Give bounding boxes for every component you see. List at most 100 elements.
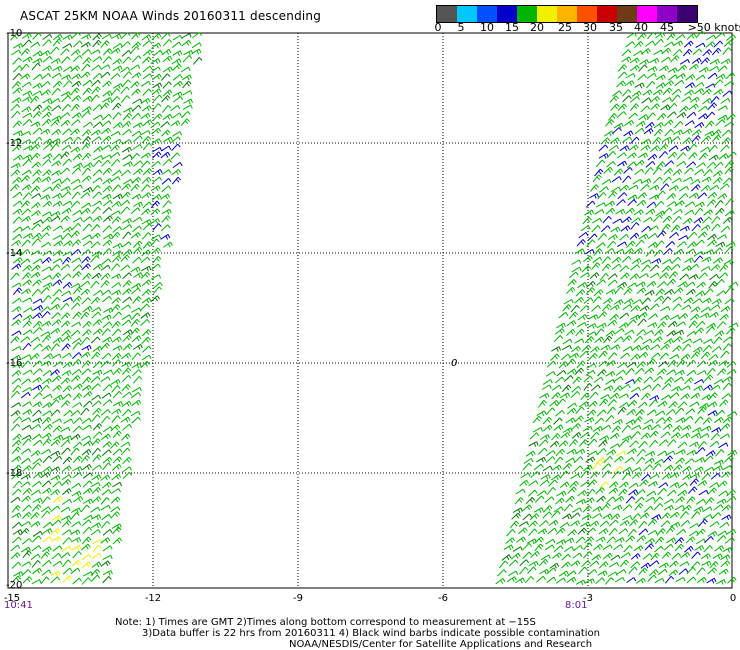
wind-barb [100,560,111,567]
wind-barb [70,146,81,153]
wind-barb [697,231,708,239]
wind-barb [120,206,131,215]
wind-barb [619,184,630,192]
wind-barb [32,50,43,57]
wind-barb [667,111,677,119]
wind-barb [42,250,53,256]
wind-barb [571,432,582,439]
wind-barb [680,520,691,527]
wind-barb [111,463,122,471]
wind-barb [72,184,83,191]
wind-barb [30,553,41,561]
wind-barb [542,465,553,472]
wind-barb [32,458,43,465]
wind-barb [579,439,589,447]
wind-barb [140,152,151,159]
map-title: ASCAT 25KM NOAA Winds 20160311 descendin… [20,9,322,23]
wind-barb [684,209,695,216]
wind-barb [697,406,707,415]
wind-barb [685,281,696,288]
wind-barb [71,321,82,328]
wind-barb [60,552,71,559]
wind-barb [11,330,22,337]
wind-barb [696,370,707,376]
wind-barb [91,129,101,136]
legend-swatch [437,6,457,22]
wind-barb [92,319,103,327]
wind-barb [151,247,161,255]
wind-barb [141,184,151,192]
wind-barb [689,523,700,529]
wind-barb [32,279,42,287]
wind-barb [661,394,672,401]
wind-barb [90,232,101,240]
wind-barb [52,481,62,488]
wind-barb [644,122,655,129]
wind-barb [22,112,33,119]
wind-barb [32,384,43,391]
wind-barb [570,520,581,527]
wind-barb [20,392,31,399]
wind-barb [571,507,582,513]
wind-barb [12,120,23,128]
wind-barb [553,424,564,431]
wind-barb [41,448,52,455]
wind-barb [602,215,612,224]
wind-barb [566,320,577,327]
wind-barb [131,369,142,377]
wind-barb [80,280,91,288]
wind-barb [589,520,600,527]
wind-barb [50,46,60,55]
wind-barb [110,144,120,152]
wind-barb [558,361,569,369]
wind-barb [11,81,22,89]
wind-barb [52,289,63,297]
wind-barb [643,376,654,384]
wind-barb [62,537,72,545]
wind-barb [723,40,734,47]
wind-barb [700,351,711,360]
wind-barb [112,102,122,111]
wind-barb [51,105,62,112]
wind-barb [131,335,142,343]
wind-barb [619,481,629,488]
wind-barb [151,66,161,73]
wind-barb [92,369,103,376]
wind-barb [647,529,658,536]
wind-barb [613,544,624,551]
wind-barb [61,447,71,455]
legend-swatch [477,6,497,22]
wind-barb [70,49,81,56]
wind-barb [661,473,672,480]
wind-barb [61,207,72,215]
wind-barb [595,536,606,543]
wind-barb [122,146,132,153]
wind-barb [102,456,113,464]
wind-barb [32,530,43,537]
wind-barb [600,225,611,233]
wind-barb [81,111,91,119]
wind-barb [585,456,596,463]
wind-barb [91,206,101,215]
wind-barb [642,338,653,345]
wind-barb [160,224,171,232]
wind-barb [22,342,32,351]
wind-barb [52,192,63,199]
wind-barb [695,538,706,545]
wind-barb [647,322,658,328]
wind-barb [32,177,42,185]
wind-barb [112,352,122,361]
wind-barb [587,479,598,487]
wind-barb [724,298,735,305]
wind-barb [684,89,695,96]
wind-barb [112,537,123,545]
wind-barb [50,215,61,223]
wind-barb [81,435,92,441]
wind-barb [672,425,683,432]
wind-barb [708,144,718,153]
wind-barb [42,528,53,534]
wind-barb [589,272,600,279]
wind-barb [91,561,102,568]
wind-barb [563,298,574,305]
wind-barb [81,136,92,144]
